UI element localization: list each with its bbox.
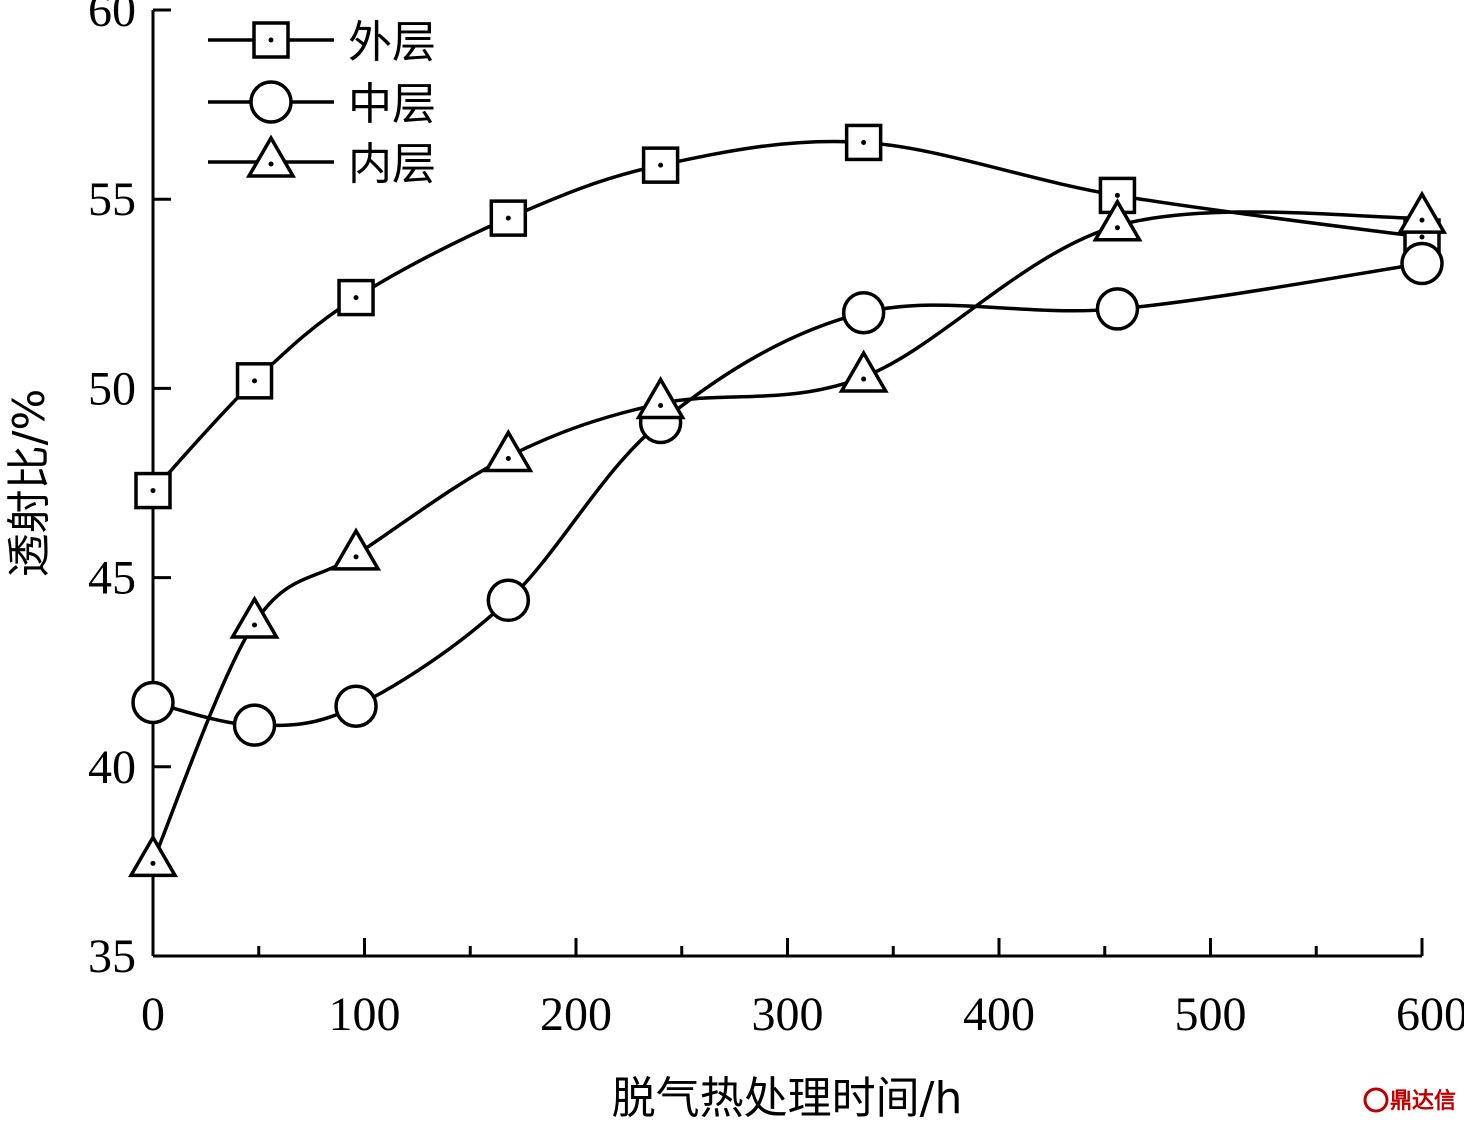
marker-shape <box>229 595 280 639</box>
data-point <box>486 578 531 623</box>
marker-dot <box>268 161 274 167</box>
data-point <box>838 349 889 393</box>
data-point <box>229 595 280 639</box>
data-point <box>337 278 375 317</box>
data-point <box>1396 190 1448 234</box>
marker-dot <box>150 860 156 866</box>
data-point <box>483 429 534 473</box>
marker-shape <box>249 80 293 124</box>
legend-entry: 内层 <box>208 134 436 190</box>
watermark-logo-icon <box>1363 1087 1389 1113</box>
data-point <box>134 471 172 510</box>
data-point <box>334 684 378 729</box>
marker-dot <box>1114 192 1120 198</box>
marker-shape <box>1092 198 1143 242</box>
y-axis-title: 透射比/% <box>4 389 55 578</box>
marker-dot <box>1419 217 1425 223</box>
marker-dot <box>353 554 359 560</box>
y-tick-label: 45 <box>88 552 136 605</box>
data-point <box>232 703 277 747</box>
marker-dot <box>861 139 867 145</box>
x-tick-label: 400 <box>963 988 1035 1041</box>
marker-dot <box>150 488 156 494</box>
marker-shape <box>483 429 534 473</box>
x-tick-label: 600 <box>1396 988 1464 1041</box>
x-tick-label: 200 <box>540 988 612 1041</box>
marker-dot <box>505 456 511 462</box>
marker-shape <box>235 362 274 400</box>
marker-dot <box>252 622 258 628</box>
marker-dot <box>252 378 258 384</box>
series-circle <box>131 241 1444 747</box>
series-square <box>134 123 1441 510</box>
data-point <box>1400 241 1444 286</box>
marker-dot <box>658 162 664 168</box>
marker-shape <box>1400 241 1444 286</box>
marker-shape <box>331 527 382 571</box>
series-layer <box>127 123 1448 878</box>
legend-entry: 中层 <box>208 79 436 130</box>
series-triangle <box>127 190 1448 878</box>
y-tick-label: 35 <box>88 930 136 983</box>
legend-marker <box>245 134 297 178</box>
legend-marker <box>252 21 290 59</box>
marker-shape <box>841 290 886 335</box>
marker-dot <box>268 37 274 43</box>
marker-dot <box>861 376 867 382</box>
legend-entry: 外层 <box>208 17 436 68</box>
marker-shape <box>1095 287 1140 331</box>
legend-label: 中层 <box>348 79 436 130</box>
x-tick-label: 100 <box>329 988 401 1041</box>
marker-shape <box>131 680 175 725</box>
y-tick-label: 55 <box>88 173 136 226</box>
marker-dot <box>505 215 511 221</box>
watermark: 鼎达信 <box>1363 1087 1456 1114</box>
x-axis-title: 脱气热处理时间/h <box>612 1073 963 1123</box>
data-point <box>127 833 179 878</box>
legend-label: 内层 <box>348 139 436 190</box>
marker-shape <box>838 349 889 393</box>
marker-shape <box>127 833 179 878</box>
marker-shape <box>1396 190 1448 234</box>
marker-shape <box>232 703 277 747</box>
data-point <box>131 680 175 725</box>
data-point <box>841 290 886 335</box>
x-tick-label: 500 <box>1175 988 1247 1041</box>
data-point <box>331 527 382 571</box>
marker-dot <box>658 403 664 409</box>
marker-shape <box>486 578 531 623</box>
x-tick-label: 300 <box>752 988 824 1041</box>
marker-dot <box>353 295 359 301</box>
data-point <box>1095 287 1140 331</box>
data-point <box>1092 198 1143 242</box>
legend-marker <box>249 80 293 124</box>
series-line <box>152 261 1423 728</box>
data-point <box>489 199 528 237</box>
y-tick-label: 50 <box>88 362 136 415</box>
marker-dot <box>1419 234 1425 240</box>
axes: 0 100 200 300 400 500 600 35 40 45 50 55 60 <box>88 0 1464 1041</box>
marker-dot <box>1114 225 1120 231</box>
y-tick-label: 40 <box>88 741 136 794</box>
marker-shape <box>252 21 290 59</box>
legend-label: 外层 <box>348 17 436 68</box>
data-point <box>235 362 274 400</box>
marker-shape <box>635 376 686 420</box>
x-tick-label: 0 <box>141 988 165 1041</box>
marker-shape <box>334 684 378 729</box>
marker-shape <box>245 134 297 178</box>
data-point <box>635 376 686 420</box>
watermark-text: 鼎达信 <box>1390 1088 1456 1114</box>
data-point <box>641 146 680 184</box>
y-tick-label: 60 <box>88 0 136 37</box>
data-point <box>844 123 883 162</box>
